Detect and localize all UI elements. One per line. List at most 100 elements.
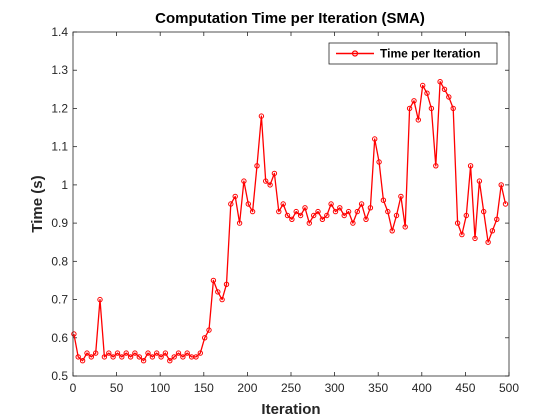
x-tick-label: 300 xyxy=(325,381,345,395)
data-point xyxy=(75,354,81,360)
data-point xyxy=(415,117,421,123)
data-point xyxy=(424,90,430,96)
data-point xyxy=(459,231,465,238)
data-point xyxy=(193,354,199,360)
data-point xyxy=(171,354,177,360)
data-point xyxy=(502,201,509,207)
data-point xyxy=(219,296,225,303)
data-point xyxy=(328,201,334,207)
data-point xyxy=(420,82,426,89)
data-point xyxy=(149,354,156,360)
data-point xyxy=(249,208,256,215)
data-point xyxy=(315,208,321,215)
data-point xyxy=(385,208,391,215)
data-point xyxy=(223,281,230,287)
data-point xyxy=(372,136,378,142)
data-point xyxy=(202,335,208,341)
axis-ticks: 0 50 100 150 200 250 300 350 400 450 500 0.5 0.6 0.7 0… xyxy=(51,25,519,395)
y-tick-label: 0.8 xyxy=(51,254,68,268)
data-point xyxy=(254,163,260,169)
data-point xyxy=(228,201,234,207)
data-point xyxy=(271,170,278,177)
data-point xyxy=(337,205,343,211)
data-point xyxy=(437,79,443,85)
data-point xyxy=(88,354,95,360)
data-point xyxy=(324,212,330,219)
data-point xyxy=(210,277,217,284)
y-tick-label: 1.2 xyxy=(51,101,68,115)
data-point xyxy=(136,354,143,360)
y-tick-label: 1.4 xyxy=(51,25,68,39)
y-tick-label: 0.6 xyxy=(51,331,68,345)
data-point xyxy=(258,113,265,119)
y-axis-title: Time (s) xyxy=(29,175,46,232)
data-point xyxy=(206,327,212,333)
plot-area xyxy=(73,32,509,376)
data-point xyxy=(132,350,138,356)
data-point xyxy=(433,163,439,169)
data-point xyxy=(162,350,169,356)
data-point xyxy=(101,354,108,360)
data-point xyxy=(263,178,269,184)
plot-frame xyxy=(72,31,510,377)
data-point xyxy=(341,212,347,219)
data-point xyxy=(472,235,478,242)
data-point xyxy=(463,212,469,219)
data-point xyxy=(411,98,417,104)
data-point xyxy=(450,105,456,112)
x-tick-label: 500 xyxy=(499,381,519,395)
data-point xyxy=(363,216,369,223)
y-tick-label: 0.7 xyxy=(51,293,68,307)
data-point xyxy=(79,358,86,364)
y-tick-label: 0.5 xyxy=(51,369,68,383)
data-point xyxy=(119,354,125,360)
data-point xyxy=(302,205,308,211)
data-point xyxy=(311,212,317,219)
chart-title: Computation Time per Iteration (SMA) xyxy=(155,10,425,27)
x-tick-label: 200 xyxy=(237,381,257,395)
data-point xyxy=(354,208,360,215)
data-point xyxy=(127,354,134,360)
x-tick-label: 250 xyxy=(281,381,301,395)
data-point xyxy=(345,208,352,215)
data-point xyxy=(446,94,452,100)
data-point xyxy=(110,354,116,360)
legend-label: Time per Iteration xyxy=(380,47,480,61)
data-point xyxy=(332,208,339,215)
x-tick-label: 350 xyxy=(368,381,388,395)
data-point xyxy=(380,197,387,203)
data-point xyxy=(232,193,238,200)
data-point xyxy=(93,350,99,356)
data-point xyxy=(71,331,77,337)
data-point xyxy=(297,212,304,219)
data-point xyxy=(454,220,461,226)
data-point xyxy=(145,350,151,356)
data-point xyxy=(267,182,273,188)
x-tick-label: 450 xyxy=(455,381,475,395)
data-point xyxy=(494,216,500,223)
data-point xyxy=(167,358,173,364)
data-point xyxy=(393,212,400,219)
data-point xyxy=(245,201,252,207)
data-point xyxy=(481,208,487,215)
data-point xyxy=(140,358,147,364)
data-point xyxy=(398,193,404,200)
data-point xyxy=(467,163,474,169)
data-point xyxy=(293,208,299,215)
data-point xyxy=(376,159,382,165)
data-point xyxy=(319,216,326,223)
series-line xyxy=(73,81,507,362)
y-tick-label: 1 xyxy=(61,178,68,192)
data-point xyxy=(289,216,295,223)
data-point xyxy=(97,296,103,303)
x-tick-label: 50 xyxy=(110,381,124,395)
y-tick-label: 0.9 xyxy=(51,216,68,230)
x-tick-label: 100 xyxy=(150,381,170,395)
data-point xyxy=(498,182,504,188)
data-point xyxy=(358,201,365,207)
data-point xyxy=(175,350,182,356)
legend-box xyxy=(328,42,498,65)
data-point xyxy=(441,86,448,93)
data-point xyxy=(367,205,374,211)
